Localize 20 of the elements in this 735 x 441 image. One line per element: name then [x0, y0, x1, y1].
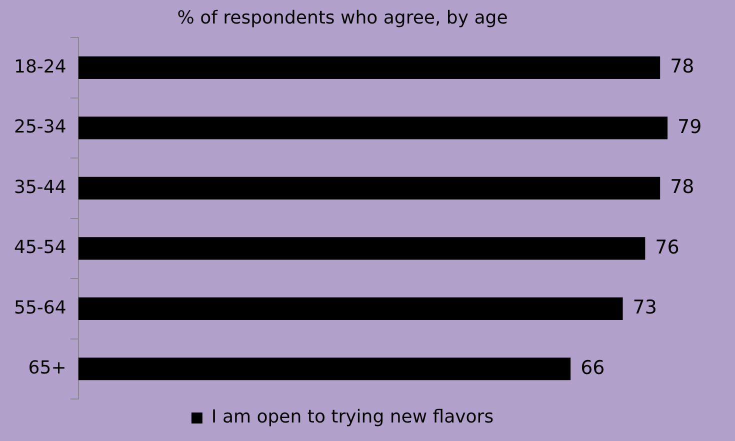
- bar: [78, 237, 646, 260]
- y-tick-label: 55-64: [14, 297, 66, 318]
- y-tick-label: 35-44: [14, 176, 66, 198]
- bar: [78, 176, 660, 200]
- data-label: 79: [678, 116, 702, 138]
- bar: [78, 116, 668, 140]
- bar: [78, 358, 571, 380]
- data-label: 73: [632, 296, 657, 319]
- bar: [78, 56, 660, 80]
- data-label: 78: [670, 56, 694, 78]
- data-label: 76: [655, 236, 680, 258]
- legend-label: I am open to trying new flavors: [211, 406, 494, 428]
- y-tick-label: 65+: [28, 358, 66, 379]
- y-tick-label: 25-34: [14, 116, 66, 138]
- data-label: 66: [580, 356, 605, 379]
- bar: [78, 297, 623, 320]
- y-tick-label: 45-54: [14, 237, 66, 258]
- y-tick-label: 18-24: [14, 56, 66, 78]
- data-label: 78: [670, 176, 694, 198]
- chart-title: % of respondents who agree, by age: [177, 7, 508, 28]
